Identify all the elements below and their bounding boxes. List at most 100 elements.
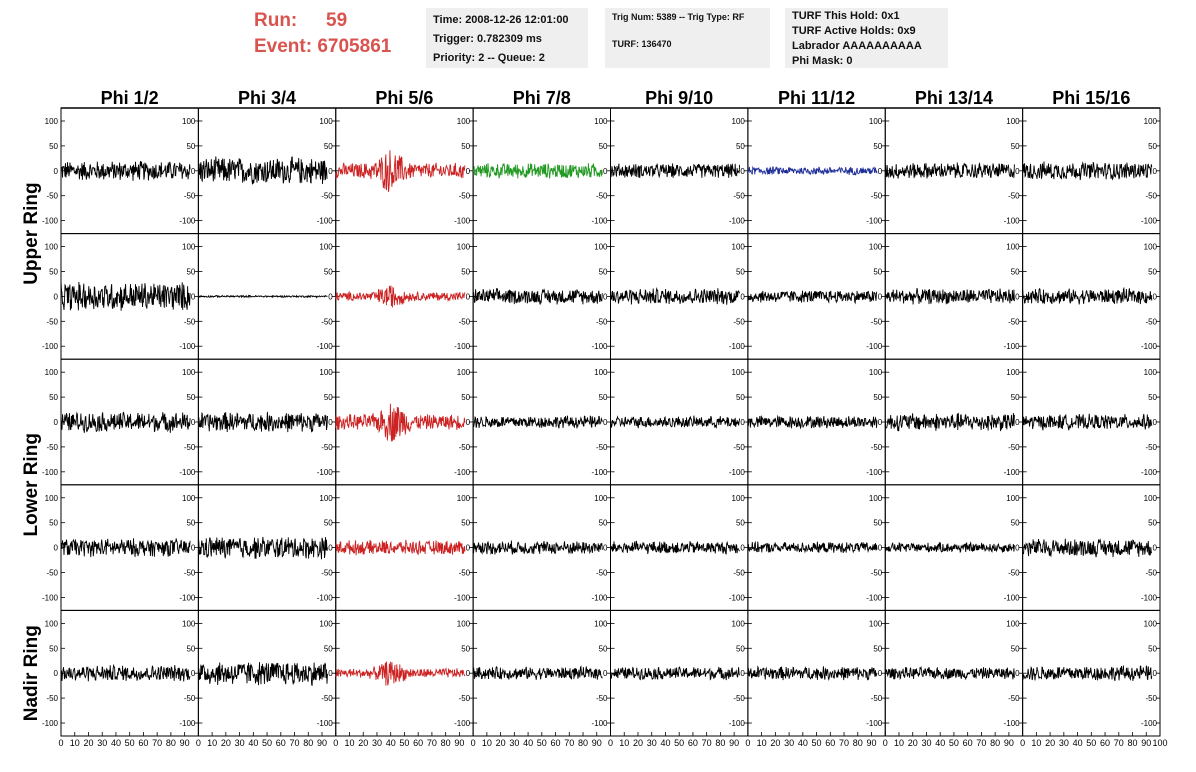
y-tick-label: -100 <box>591 342 608 351</box>
y-tick-label: -50 <box>46 694 58 703</box>
x-tick-label: 70 <box>1114 738 1124 748</box>
y-tick-label: 100 <box>1144 117 1158 126</box>
y-tick-label: 50 <box>324 267 333 276</box>
y-tick-label: -100 <box>591 468 608 477</box>
labrador-text: Labrador AAAAAAAAAA <box>792 40 922 52</box>
y-tick-label: -50 <box>1008 694 1020 703</box>
y-tick-label: -100 <box>866 468 883 477</box>
y-tick-label: -100 <box>317 593 334 602</box>
y-tick-label: 100 <box>594 494 608 503</box>
x-tick-label: 90 <box>180 738 190 748</box>
x-tick-label: 10 <box>894 738 904 748</box>
y-tick-label: 0 <box>1153 167 1158 176</box>
y-tick-label: -100 <box>42 468 59 477</box>
y-tick-label: 0 <box>1153 669 1158 678</box>
x-tick-label: 70 <box>702 738 712 748</box>
waveform-trace <box>335 539 466 556</box>
x-tick-label: 50 <box>399 738 409 748</box>
y-tick-label: -100 <box>179 342 196 351</box>
column-label: Phi 5/6 <box>375 88 433 108</box>
y-tick-label: 0 <box>603 544 608 553</box>
y-tick-label: -100 <box>1004 593 1021 602</box>
x-tick-label: 40 <box>386 738 396 748</box>
y-tick-label: -50 <box>184 569 196 578</box>
y-tick-label: 0 <box>740 418 745 427</box>
x-tick-label: 90 <box>317 738 327 748</box>
x-tick-label: 60 <box>1100 738 1110 748</box>
waveform-trace <box>335 661 466 686</box>
y-tick-label: -100 <box>729 593 746 602</box>
time-text: Time: 2008-12-26 12:01:00 <box>433 14 569 26</box>
y-tick-label: 100 <box>457 243 471 252</box>
x-tick-label: 30 <box>1059 738 1069 748</box>
y-tick-label: 100 <box>319 368 333 377</box>
waveform-trace <box>610 666 741 681</box>
y-tick-label: 0 <box>878 418 883 427</box>
x-tick-label: 50 <box>812 738 822 748</box>
waveform-trace <box>335 285 466 308</box>
waveform-trace <box>198 294 328 299</box>
waveform-trace <box>60 538 191 558</box>
x-tick-label: 50 <box>674 738 684 748</box>
y-tick-label: 50 <box>49 142 58 151</box>
y-tick-label: -50 <box>871 569 883 578</box>
x-tick-label: 80 <box>1128 738 1138 748</box>
waveform-trace <box>1022 665 1153 682</box>
waveform-trace <box>610 415 741 429</box>
x-tick-label: 90 <box>729 738 739 748</box>
y-tick-label: 50 <box>324 519 333 528</box>
y-tick-label: 0 <box>1153 418 1158 427</box>
waveform-trace <box>884 162 1015 180</box>
run-line: Run: 59 <box>254 8 391 34</box>
y-tick-label: 100 <box>182 494 196 503</box>
y-tick-label: 50 <box>873 142 882 151</box>
y-tick-label: -50 <box>184 443 196 452</box>
column-label: Phi 13/14 <box>915 88 993 108</box>
y-tick-label: 0 <box>1153 292 1158 301</box>
y-tick-label: -50 <box>733 317 745 326</box>
x-tick-label: 40 <box>798 738 808 748</box>
y-tick-label: 100 <box>319 619 333 628</box>
y-tick-label: 50 <box>461 267 470 276</box>
y-tick-label: 50 <box>736 644 745 653</box>
y-tick-label: -100 <box>866 342 883 351</box>
x-tick-label: 50 <box>537 738 547 748</box>
y-tick-label: 0 <box>1153 544 1158 553</box>
waveform-trace <box>60 411 191 433</box>
y-tick-label: 100 <box>1144 368 1158 377</box>
x-tick-label: 20 <box>770 738 780 748</box>
y-tick-label: 50 <box>49 393 58 402</box>
y-tick-label: 50 <box>186 267 195 276</box>
phi-mask-text: Phi Mask: 0 <box>792 55 853 67</box>
x-tick-label: 60 <box>551 738 561 748</box>
x-tick-label: 90 <box>454 738 464 748</box>
y-tick-label: 0 <box>603 292 608 301</box>
column-label: Phi 1/2 <box>101 88 159 108</box>
y-tick-label: 100 <box>1006 117 1020 126</box>
x-tick-label: 60 <box>688 738 698 748</box>
y-tick-label: 50 <box>873 393 882 402</box>
x-tick-label: 30 <box>784 738 794 748</box>
y-tick-label: -50 <box>871 317 883 326</box>
y-tick-label: 100 <box>594 117 608 126</box>
y-tick-label: -100 <box>317 217 334 226</box>
y-tick-label: -100 <box>317 342 334 351</box>
y-tick-label: -100 <box>1004 217 1021 226</box>
y-tick-label: -50 <box>596 694 608 703</box>
y-tick-label: 50 <box>1148 644 1157 653</box>
y-tick-label: -50 <box>1008 317 1020 326</box>
x-tick-label: 70 <box>152 738 162 748</box>
run-value: 59 <box>326 10 348 31</box>
y-tick-label: 50 <box>736 142 745 151</box>
x-tick-label: 0 <box>745 738 750 748</box>
y-tick-label: -50 <box>459 443 471 452</box>
y-tick-label: -50 <box>321 317 333 326</box>
column-label: Phi 9/10 <box>645 88 713 108</box>
y-tick-label: 0 <box>878 669 883 678</box>
y-tick-label: -100 <box>42 342 59 351</box>
x-tick-label: 50 <box>949 738 959 748</box>
y-tick-label: -50 <box>596 569 608 578</box>
y-tick-label: -100 <box>591 593 608 602</box>
waveform-trace <box>884 665 1015 681</box>
y-tick-label: -100 <box>591 217 608 226</box>
